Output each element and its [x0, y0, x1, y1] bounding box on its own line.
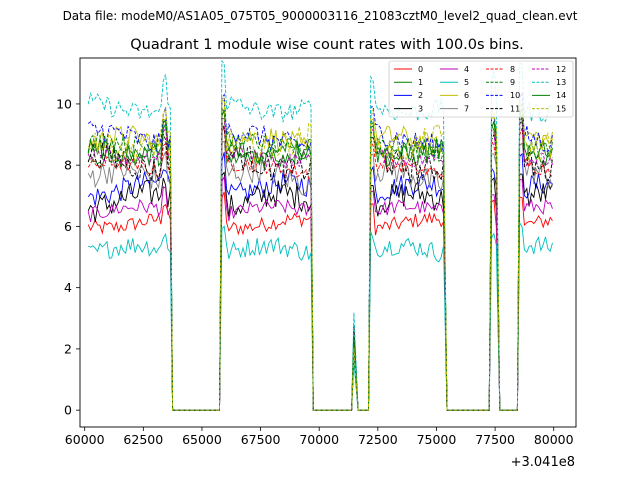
y-tick-label: 2: [64, 341, 72, 356]
series-line-4: [87, 175, 553, 411]
x-tick-label: 77500: [475, 432, 515, 447]
y-tick-label: 10: [56, 96, 72, 111]
x-axis: 60000 62500 65000 67500 70000 72500 75000 77500…: [65, 427, 574, 447]
x-tick-label: 72500: [358, 432, 398, 447]
legend-label: 13: [556, 78, 566, 87]
legend-label: 15: [556, 104, 566, 113]
y-tick-label: 6: [64, 219, 72, 234]
legend-label: 4: [464, 65, 469, 74]
series-line-3: [87, 171, 553, 411]
y-axis: 0 2 4 6 8 10: [56, 96, 80, 418]
series-line-9: [87, 103, 553, 411]
x-tick-label: 60000: [65, 432, 105, 447]
legend-label: 12: [556, 65, 566, 74]
x-tick-label: 80000: [534, 432, 574, 447]
y-tick-label: 0: [64, 403, 72, 418]
series-line-10: [87, 92, 553, 411]
x-tick-label: 67500: [241, 432, 281, 447]
chart-title: Quadrant 1 module wise count rates with …: [130, 37, 524, 53]
x-axis-offset-label: +3.041e8: [511, 455, 575, 470]
legend-label: 3: [418, 104, 423, 113]
legend-label: 9: [510, 78, 515, 87]
legend-label: 14: [556, 91, 566, 100]
y-tick-label: 4: [64, 280, 72, 295]
x-tick-label: 62500: [123, 432, 163, 447]
legend-label: 0: [418, 65, 423, 74]
y-tick-label: 8: [64, 158, 72, 173]
legend-label: 6: [464, 91, 469, 100]
legend-label: 1: [418, 78, 423, 87]
x-tick-label: 75000: [417, 432, 457, 447]
series-line-8: [87, 126, 553, 411]
legend-box: [388, 60, 574, 118]
x-tick-label: 65000: [182, 432, 222, 447]
series-line-14: [87, 108, 553, 411]
data-file-label: Data file: modeM0/AS1A05_075T05_90000031…: [63, 9, 578, 23]
series-layer: [87, 59, 553, 411]
series-line-5: [88, 221, 553, 411]
series-line-6: [87, 99, 553, 411]
legend-label: 7: [464, 104, 469, 113]
x-tick-label: 70000: [299, 432, 339, 447]
series-line-0: [87, 191, 553, 411]
plot-frame: [79, 57, 577, 428]
series-line-13: [87, 59, 553, 411]
legend-label: 2: [418, 91, 423, 100]
legend-label: 5: [464, 78, 469, 87]
legend-label: 8: [510, 65, 515, 74]
legend-label: 10: [510, 91, 520, 100]
series-line-15: [87, 97, 553, 411]
legend-label: 11: [510, 104, 520, 113]
